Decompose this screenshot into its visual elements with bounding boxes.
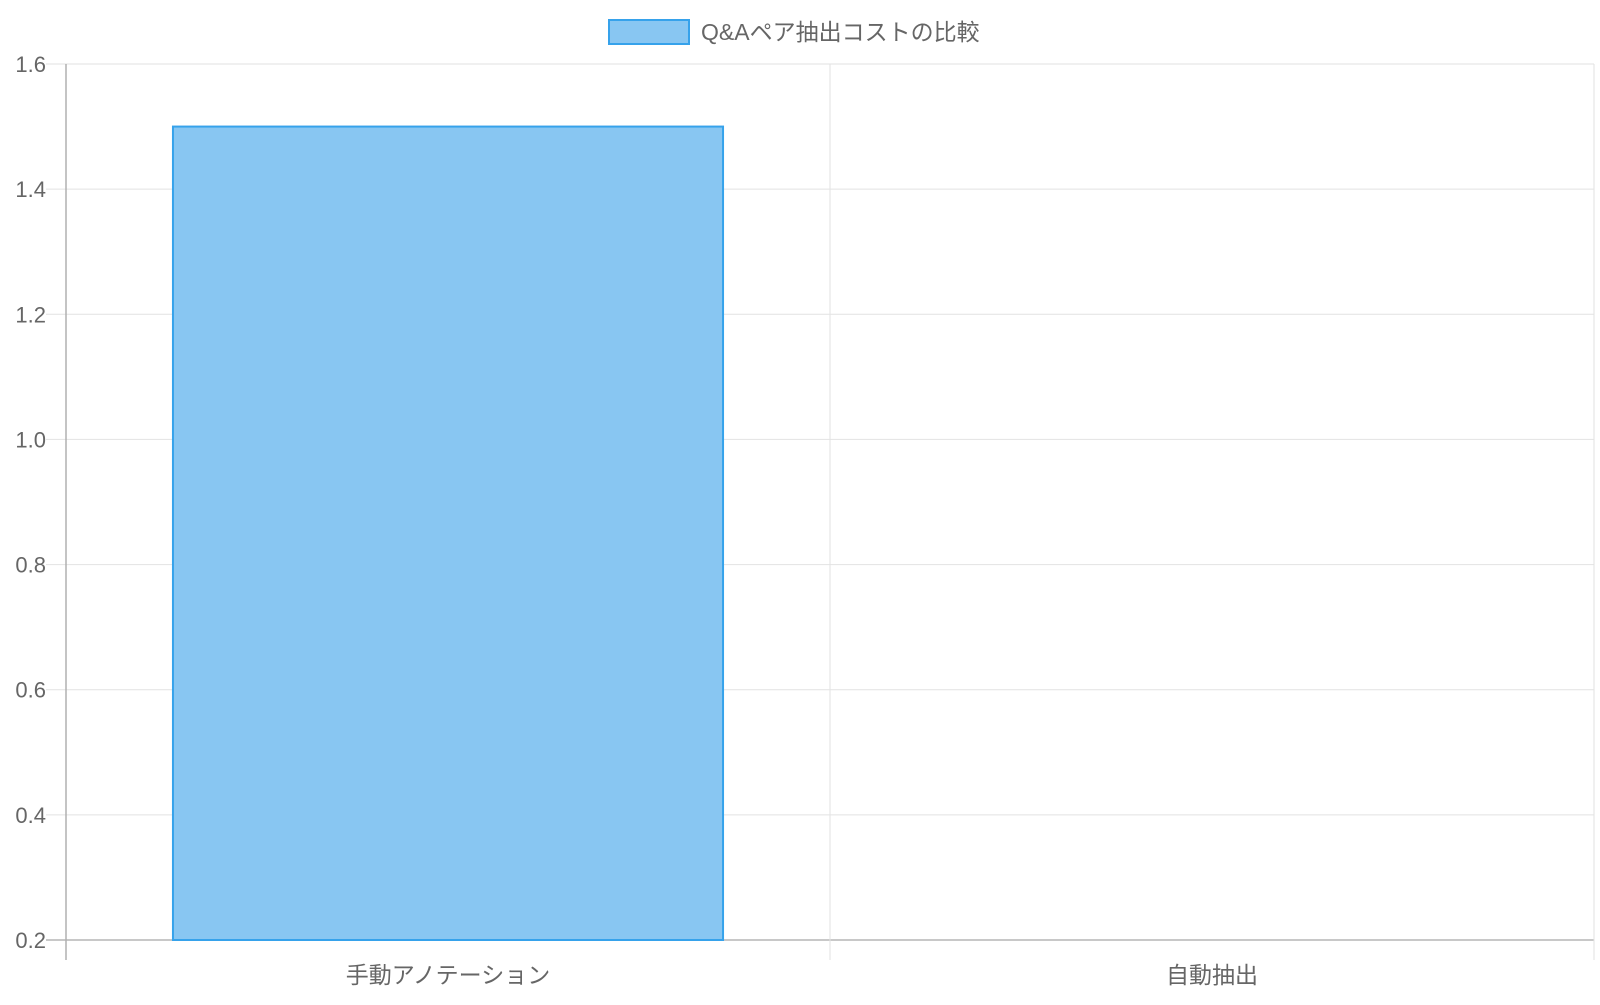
x-tick-label: 自動抽出: [1166, 962, 1258, 988]
legend-swatch[interactable]: [608, 19, 690, 45]
x-axis-ticks: 手動アノテーション 自動抽出: [346, 962, 1258, 988]
x-tick-label: 手動アノテーション: [346, 962, 550, 988]
bar-0[interactable]: [171, 125, 725, 942]
y-tick-label: 1.0: [15, 427, 46, 452]
y-axis-ticks: 1.6 1.4 1.2 1.0 0.8 0.6 0.4 0.2: [15, 52, 46, 953]
y-tick-label: 0.8: [15, 553, 46, 578]
y-tick-label: 1.6: [15, 52, 46, 77]
bars: [171, 125, 725, 942]
y-tick-label: 1.4: [15, 177, 46, 202]
y-tick-label: 0.6: [15, 678, 46, 703]
y-tick-label: 0.2: [15, 928, 46, 953]
legend-label[interactable]: Q&Aペア抽出コストの比較: [701, 19, 980, 45]
y-tick-label: 0.4: [15, 803, 46, 828]
legend[interactable]: Q&Aペア抽出コストの比較: [608, 19, 980, 45]
y-tick-label: 1.2: [15, 302, 46, 327]
